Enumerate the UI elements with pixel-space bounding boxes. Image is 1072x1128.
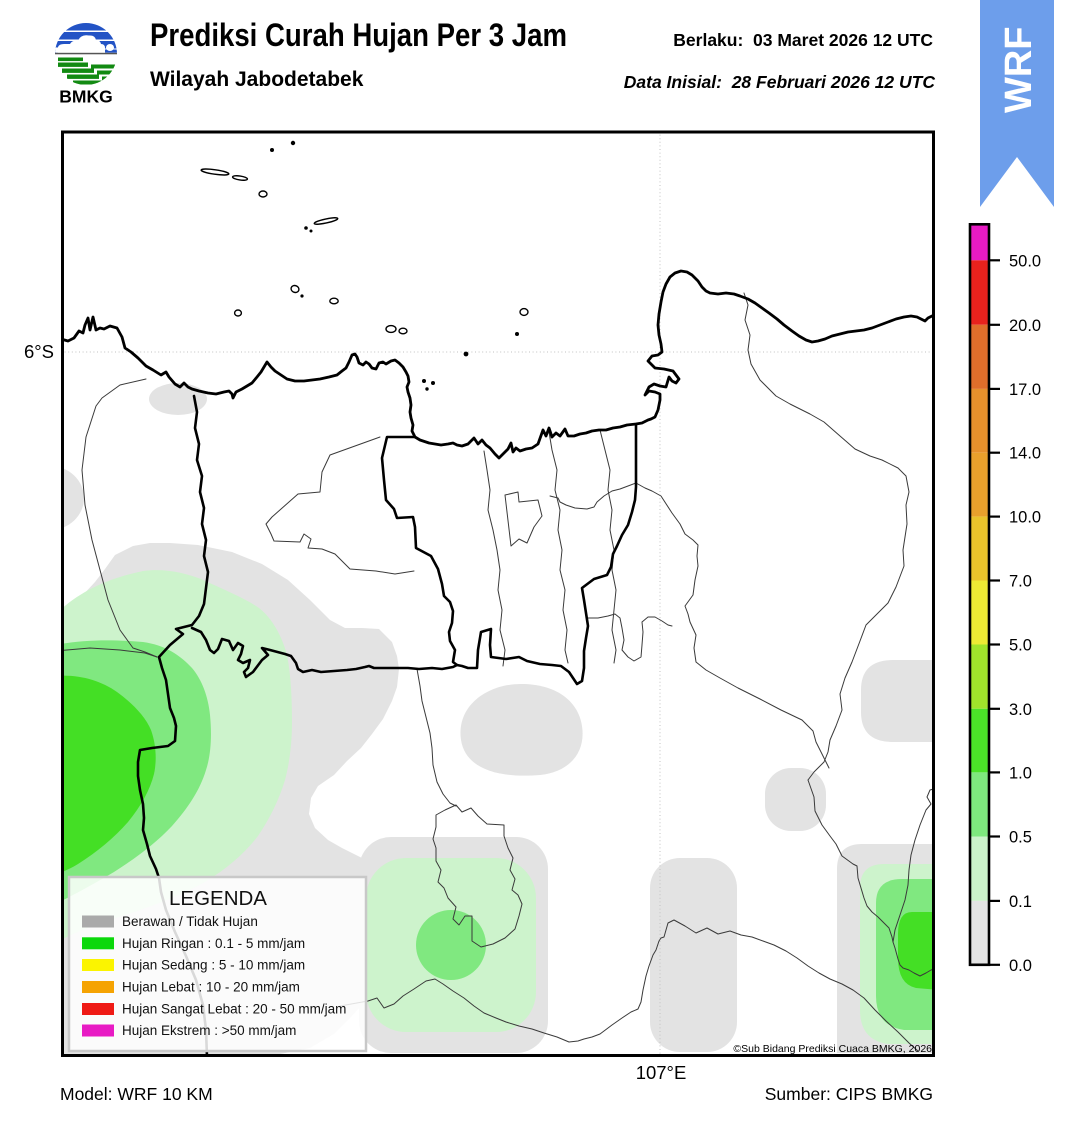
svg-text:0.0: 0.0 bbox=[1009, 957, 1032, 975]
svg-text:3.0: 3.0 bbox=[1009, 701, 1032, 719]
svg-text:Hujan Lebat : 10 - 20 mm/jam: Hujan Lebat : 10 - 20 mm/jam bbox=[122, 980, 300, 995]
svg-text:©Sub Bidang Prediksi Cuaca BMK: ©Sub Bidang Prediksi Cuaca BMKG, 2026 bbox=[733, 1043, 932, 1055]
svg-text:Berawan / Tidak Hujan: Berawan / Tidak Hujan bbox=[122, 914, 258, 929]
svg-text:BMKG: BMKG bbox=[59, 87, 112, 107]
svg-text:WRF: WRF bbox=[998, 26, 1040, 113]
svg-text:0.1: 0.1 bbox=[1009, 893, 1032, 911]
svg-text:20.0: 20.0 bbox=[1009, 317, 1041, 335]
svg-text:14.0: 14.0 bbox=[1009, 445, 1041, 463]
svg-text:Hujan Ringan : 0.1 - 5 mm/jam: Hujan Ringan : 0.1 - 5 mm/jam bbox=[122, 936, 305, 951]
svg-text:1.0: 1.0 bbox=[1009, 764, 1032, 782]
svg-text:7.0: 7.0 bbox=[1009, 573, 1032, 591]
svg-text:Hujan Ekstrem : >50 mm/jam: Hujan Ekstrem : >50 mm/jam bbox=[122, 1023, 296, 1038]
svg-text:17.0: 17.0 bbox=[1009, 381, 1041, 399]
svg-text:10.0: 10.0 bbox=[1009, 509, 1041, 527]
svg-text:0.5: 0.5 bbox=[1009, 828, 1032, 846]
svg-text:Hujan Sedang : 5 - 10 mm/jam: Hujan Sedang : 5 - 10 mm/jam bbox=[122, 958, 305, 973]
svg-text:Hujan Sangat Lebat : 20 - 50 m: Hujan Sangat Lebat : 20 - 50 mm/jam bbox=[122, 1002, 346, 1017]
svg-text:LEGENDA: LEGENDA bbox=[169, 887, 267, 910]
svg-text:50.0: 50.0 bbox=[1009, 252, 1041, 270]
svg-text:5.0: 5.0 bbox=[1009, 637, 1032, 655]
